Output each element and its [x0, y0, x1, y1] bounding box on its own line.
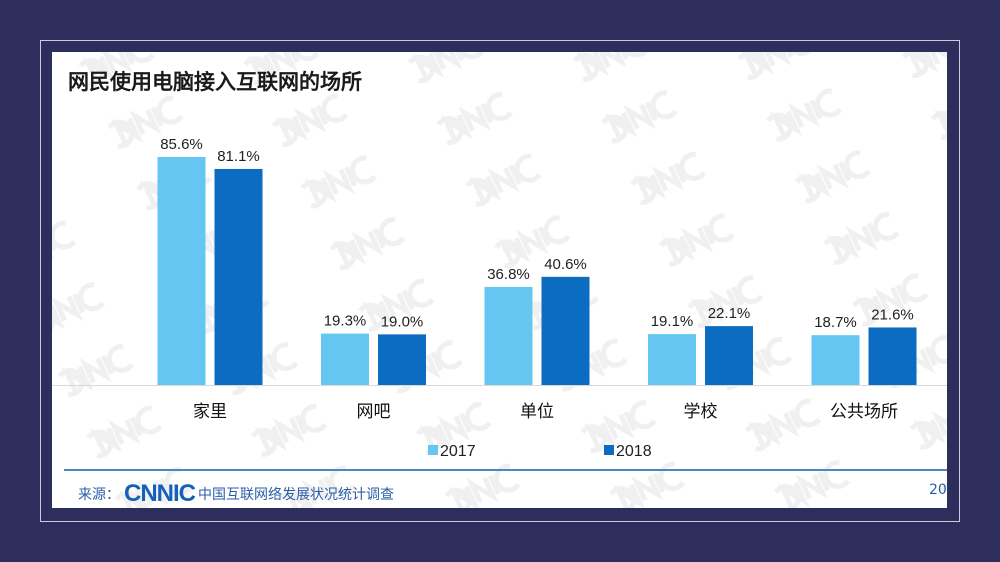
- bar-2018: [705, 326, 753, 385]
- data-label: 36.8%: [487, 266, 530, 283]
- chart-title: 网民使用电脑接入互联网的场所: [68, 69, 362, 94]
- data-label: 19.1%: [651, 313, 694, 330]
- cnnic-logo: CNNIC: [124, 480, 196, 507]
- data-label: 22.1%: [708, 305, 751, 322]
- bar-2017: [811, 335, 860, 385]
- source-note: 来源： CNNIC 中国互联网络发展状况统计调查: [78, 480, 394, 508]
- bar-2017: [484, 286, 533, 385]
- category-label: 网吧: [357, 402, 391, 422]
- bar-2018: [541, 276, 590, 385]
- data-label: 81.1%: [217, 148, 260, 165]
- bar-chart: 85.6% 81.1% 家里 19.3% 19.0% 网吧 36.8% 40.6% 单位 19.1…: [52, 136, 947, 460]
- bar-2017: [648, 334, 696, 385]
- category-label: 学校: [684, 402, 718, 422]
- data-label: 18.7%: [814, 314, 857, 331]
- category-label: 单位: [520, 402, 554, 422]
- slide-frame: [40, 40, 960, 522]
- data-label: 40.6%: [544, 256, 587, 273]
- data-label: 21.6%: [871, 306, 914, 323]
- legend-label: 2017: [440, 443, 476, 460]
- legend-swatch: [604, 445, 614, 455]
- slide: 网民使用电脑接入互联网的场所 85.6% 81.1% 家里 19.3% 19.0% 网吧 3…: [52, 52, 947, 508]
- page-number: 20: [929, 482, 947, 498]
- source-label: 来源：: [78, 487, 120, 503]
- source-text: 中国互联网络发展状况统计调查: [198, 487, 394, 503]
- legend-swatch: [428, 445, 438, 455]
- legend-label: 2018: [616, 443, 652, 460]
- bar-2018: [868, 327, 917, 385]
- category-label: 家里: [193, 402, 227, 422]
- category-label: 公共场所: [830, 402, 898, 422]
- bar-2018: [378, 334, 426, 385]
- data-label: 85.6%: [160, 136, 203, 153]
- footer-divider: [64, 469, 947, 471]
- data-label: 19.0%: [381, 313, 424, 330]
- bar-2018: [214, 168, 263, 385]
- bar-2017: [157, 156, 206, 385]
- bar-2017: [321, 333, 369, 385]
- data-label: 19.3%: [324, 313, 367, 330]
